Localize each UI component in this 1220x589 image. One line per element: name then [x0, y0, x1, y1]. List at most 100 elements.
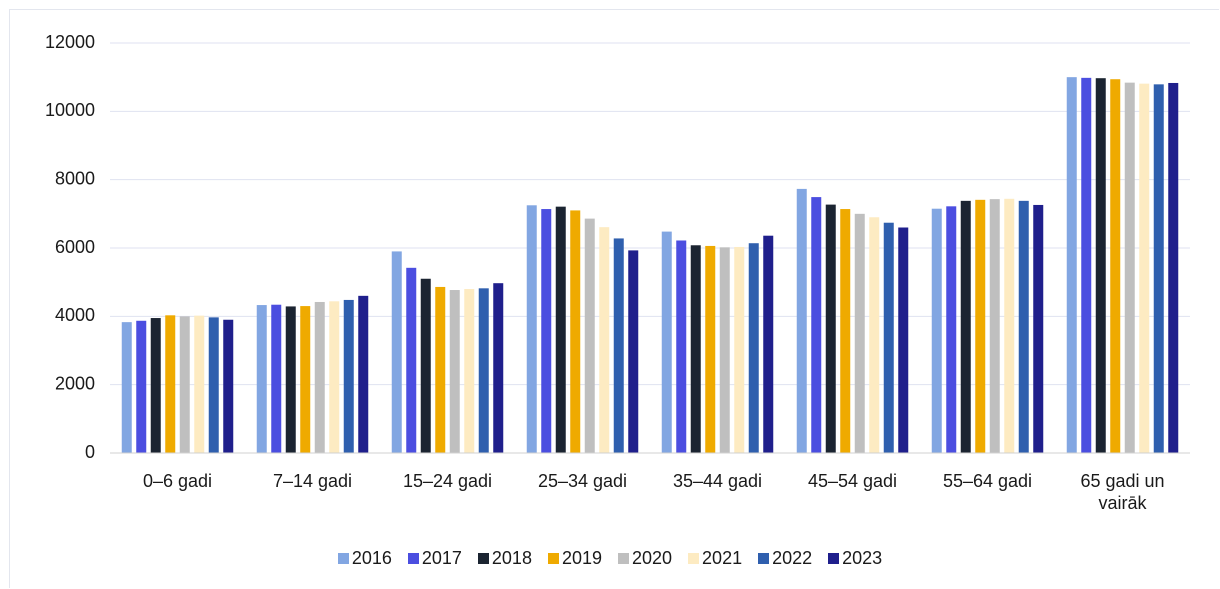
x-tick-label: 7–14 gadi: [272, 471, 353, 491]
bar: [1081, 77, 1092, 453]
bar: [763, 235, 774, 453]
bar: [314, 301, 325, 453]
bar: [840, 209, 851, 453]
bar: [1018, 200, 1029, 453]
legend-swatch: [758, 553, 770, 564]
bar: [256, 305, 267, 453]
bar: [165, 315, 176, 453]
bar: [898, 227, 909, 453]
x-tick-label: 25–34 gadi: [537, 471, 628, 491]
bar: [1168, 82, 1179, 453]
chart-frame: [9, 9, 1219, 588]
bar: [223, 319, 234, 453]
legend-swatch: [828, 553, 840, 564]
bar: [285, 306, 296, 453]
legend-item: 2020: [618, 548, 672, 569]
bar: [121, 322, 132, 453]
legend-item: 2018: [477, 548, 532, 569]
legend-label: 2023: [842, 548, 883, 568]
bar: [661, 231, 672, 453]
bar: [1153, 84, 1164, 453]
bar: [406, 267, 417, 453]
y-tick-label: 10000: [45, 100, 95, 120]
bar: [329, 301, 340, 453]
bar: [960, 200, 971, 453]
legend-label: 2016: [351, 548, 392, 568]
bar: [526, 205, 537, 453]
legend-item: 2022: [758, 548, 812, 569]
legend-swatch: [547, 553, 559, 564]
y-tick-label: 0: [85, 442, 95, 462]
bar: [854, 213, 865, 453]
bar: [358, 295, 369, 453]
bar: [420, 278, 431, 453]
legend-item: 2023: [828, 548, 882, 569]
bar: [628, 250, 639, 453]
x-tick-label: 0–6 gadi: [142, 471, 213, 491]
bar: [931, 208, 942, 453]
bar: [1124, 82, 1135, 453]
bar: [435, 286, 446, 453]
bar: [449, 290, 460, 453]
bar: [1139, 83, 1150, 454]
bar: [748, 243, 759, 453]
legend-label: 2021: [702, 548, 743, 568]
y-tick-label: 2000: [55, 373, 95, 393]
bar: [734, 246, 745, 453]
legend-label: 2017: [421, 548, 462, 568]
bar: [869, 217, 880, 453]
bar: [478, 288, 489, 453]
x-tick-label: 15–24 gadi: [402, 471, 493, 491]
legend-item: 2021: [688, 548, 742, 569]
bar: [391, 251, 402, 453]
legend-swatch: [618, 553, 629, 564]
bar: [464, 289, 475, 453]
legend-label: 2020: [632, 548, 673, 568]
legend-item: 2017: [407, 548, 462, 569]
bar: [208, 317, 219, 453]
bar: [825, 204, 836, 453]
legend-label: 2019: [561, 548, 602, 568]
bar: [1033, 204, 1044, 453]
bar: [975, 199, 986, 453]
legend-swatch: [688, 553, 700, 564]
x-tick-label: 45–54 gadi: [807, 471, 898, 491]
legend-item: 2016: [337, 548, 392, 569]
bar: [613, 238, 624, 453]
bar: [300, 306, 311, 453]
bar: [1095, 78, 1106, 454]
y-tick-label: 12000: [45, 32, 95, 52]
legend-swatch: [477, 553, 489, 564]
bar: [946, 206, 957, 453]
bar: [584, 218, 595, 453]
bar: [676, 240, 687, 453]
y-tick-label: 4000: [55, 305, 95, 325]
x-tick-label: 35–44 gadi: [672, 471, 763, 491]
bar: [705, 245, 716, 453]
bar: [796, 188, 807, 453]
legend-item: 2019: [547, 548, 602, 569]
bar: [883, 222, 894, 453]
bar: [493, 283, 504, 453]
y-tick-label: 6000: [55, 237, 95, 257]
bar: [179, 316, 190, 453]
bar: [1110, 79, 1121, 453]
x-tick-label: 55–64 gadi: [942, 471, 1033, 491]
bar: [1004, 198, 1015, 453]
bar: [343, 299, 354, 453]
bar: [541, 209, 552, 453]
bar: [989, 199, 1000, 453]
legend-label: 2022: [772, 548, 813, 568]
bar: [1066, 77, 1077, 454]
bar: [271, 304, 282, 453]
legend-swatch: [407, 553, 419, 564]
y-tick-label: 8000: [55, 168, 95, 188]
x-tick-label: 65 gadi un vairāk: [1080, 471, 1165, 513]
legend: 2016 2017 2018 2019 2020 2021 2022 2023: [0, 548, 1220, 569]
legend-swatch: [337, 553, 349, 564]
bar: [719, 247, 730, 453]
bar: [690, 245, 701, 453]
bar: [811, 197, 822, 453]
